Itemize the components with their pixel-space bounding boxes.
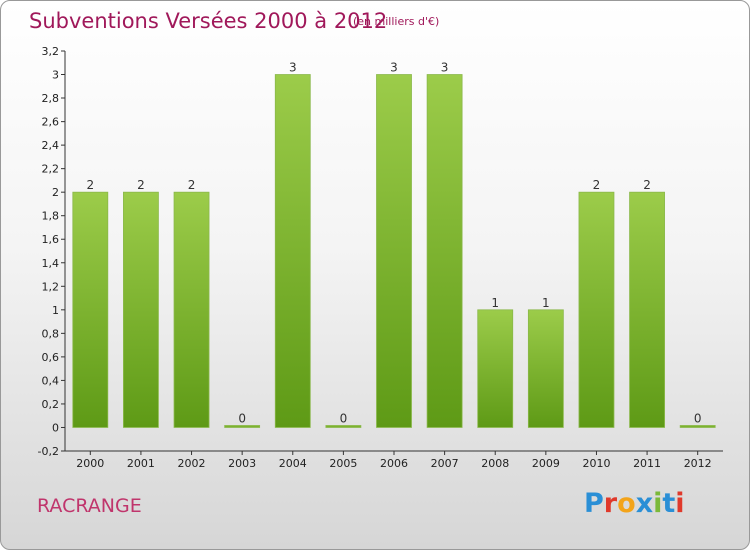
x-tick-label: 2004	[279, 457, 307, 470]
y-tick-label: 3,2	[42, 45, 60, 58]
brand-letter: i	[675, 488, 685, 519]
y-tick-label: 2,2	[42, 163, 60, 176]
bar	[679, 425, 716, 428]
bar	[123, 191, 159, 428]
bar	[224, 425, 261, 428]
y-tick-label: -0,2	[38, 445, 59, 458]
bar	[325, 425, 362, 428]
x-tick-label: 2003	[228, 457, 256, 470]
data-label: 0	[238, 411, 246, 425]
bars	[72, 74, 716, 428]
bar	[578, 191, 615, 428]
data-label: 1	[542, 296, 550, 310]
y-tick-label: 0,8	[42, 327, 60, 340]
x-tick-label: 2000	[76, 457, 104, 470]
y-tick-label: 1,8	[42, 210, 60, 223]
x-tick-label: 2006	[380, 457, 408, 470]
bar	[426, 74, 463, 428]
y-tick-label: 1	[52, 304, 59, 317]
x-tick-label: 2011	[633, 457, 661, 470]
proxiti-logo[interactable]: Proxiti	[584, 488, 685, 519]
data-label: 0	[340, 411, 348, 425]
brand-letter: t	[662, 488, 676, 519]
data-label: 2	[86, 178, 94, 192]
bar	[173, 191, 210, 428]
x-tick-label: 2005	[329, 457, 357, 470]
bar	[527, 309, 564, 428]
x-tick-label: 2001	[127, 457, 155, 470]
data-label: 3	[441, 61, 449, 75]
axes: -0,2 0 0,2 0,4 0,6 0,8 1 1,2 1,4 1,6 1,8 2 2,2 2,4 2,6…	[38, 45, 723, 470]
y-tick-label: 1,6	[42, 233, 60, 246]
data-label: 2	[643, 178, 651, 192]
y-tick-label: 3	[52, 69, 59, 82]
x-tick-label: 2012	[684, 457, 712, 470]
chart-subtitle: (en milliers d'€)	[353, 15, 440, 28]
x-tick-label: 2008	[481, 457, 509, 470]
y-tick-label: 2	[52, 186, 59, 199]
data-label: 3	[289, 61, 297, 75]
bar	[477, 309, 514, 428]
chart-title: Subventions Versées 2000 à 2012	[29, 9, 388, 33]
y-tick-label: 0,6	[42, 351, 60, 364]
commune-name: RACRANGE	[37, 495, 142, 517]
x-tick-label: 2010	[582, 457, 610, 470]
bar	[72, 191, 109, 428]
bar	[376, 74, 412, 428]
y-tick-label: 2,6	[42, 116, 60, 129]
x-tick-label: 2007	[431, 457, 459, 470]
brand-letter: P	[584, 488, 604, 519]
y-tick-label: 0,2	[42, 398, 60, 411]
brand-letter: r	[603, 488, 618, 519]
data-label: 2	[137, 178, 145, 192]
data-label: 2	[593, 178, 601, 192]
data-label: 0	[694, 411, 702, 425]
y-tick-label: 0	[52, 421, 59, 434]
y-tick-label: 2,8	[42, 92, 60, 105]
y-tick-label: 1,2	[42, 280, 60, 293]
brand-letter: i	[653, 488, 663, 519]
brand-letter: x	[635, 488, 654, 519]
data-label: 1	[491, 296, 499, 310]
bar	[629, 191, 665, 428]
x-tick-label: 2002	[178, 457, 206, 470]
x-tick-label: 2009	[532, 457, 560, 470]
brand-letter: o	[617, 488, 636, 519]
y-tick-label: 0,4	[42, 374, 60, 387]
y-tick-label: 1,4	[42, 257, 60, 270]
data-label: 2	[188, 178, 196, 192]
y-tick-label: 2,4	[42, 139, 60, 152]
bar	[274, 74, 311, 428]
data-label: 3	[390, 61, 398, 75]
data-labels: 2 2 2 0 3 0 3 3 1 1 2 2 0	[86, 61, 701, 426]
